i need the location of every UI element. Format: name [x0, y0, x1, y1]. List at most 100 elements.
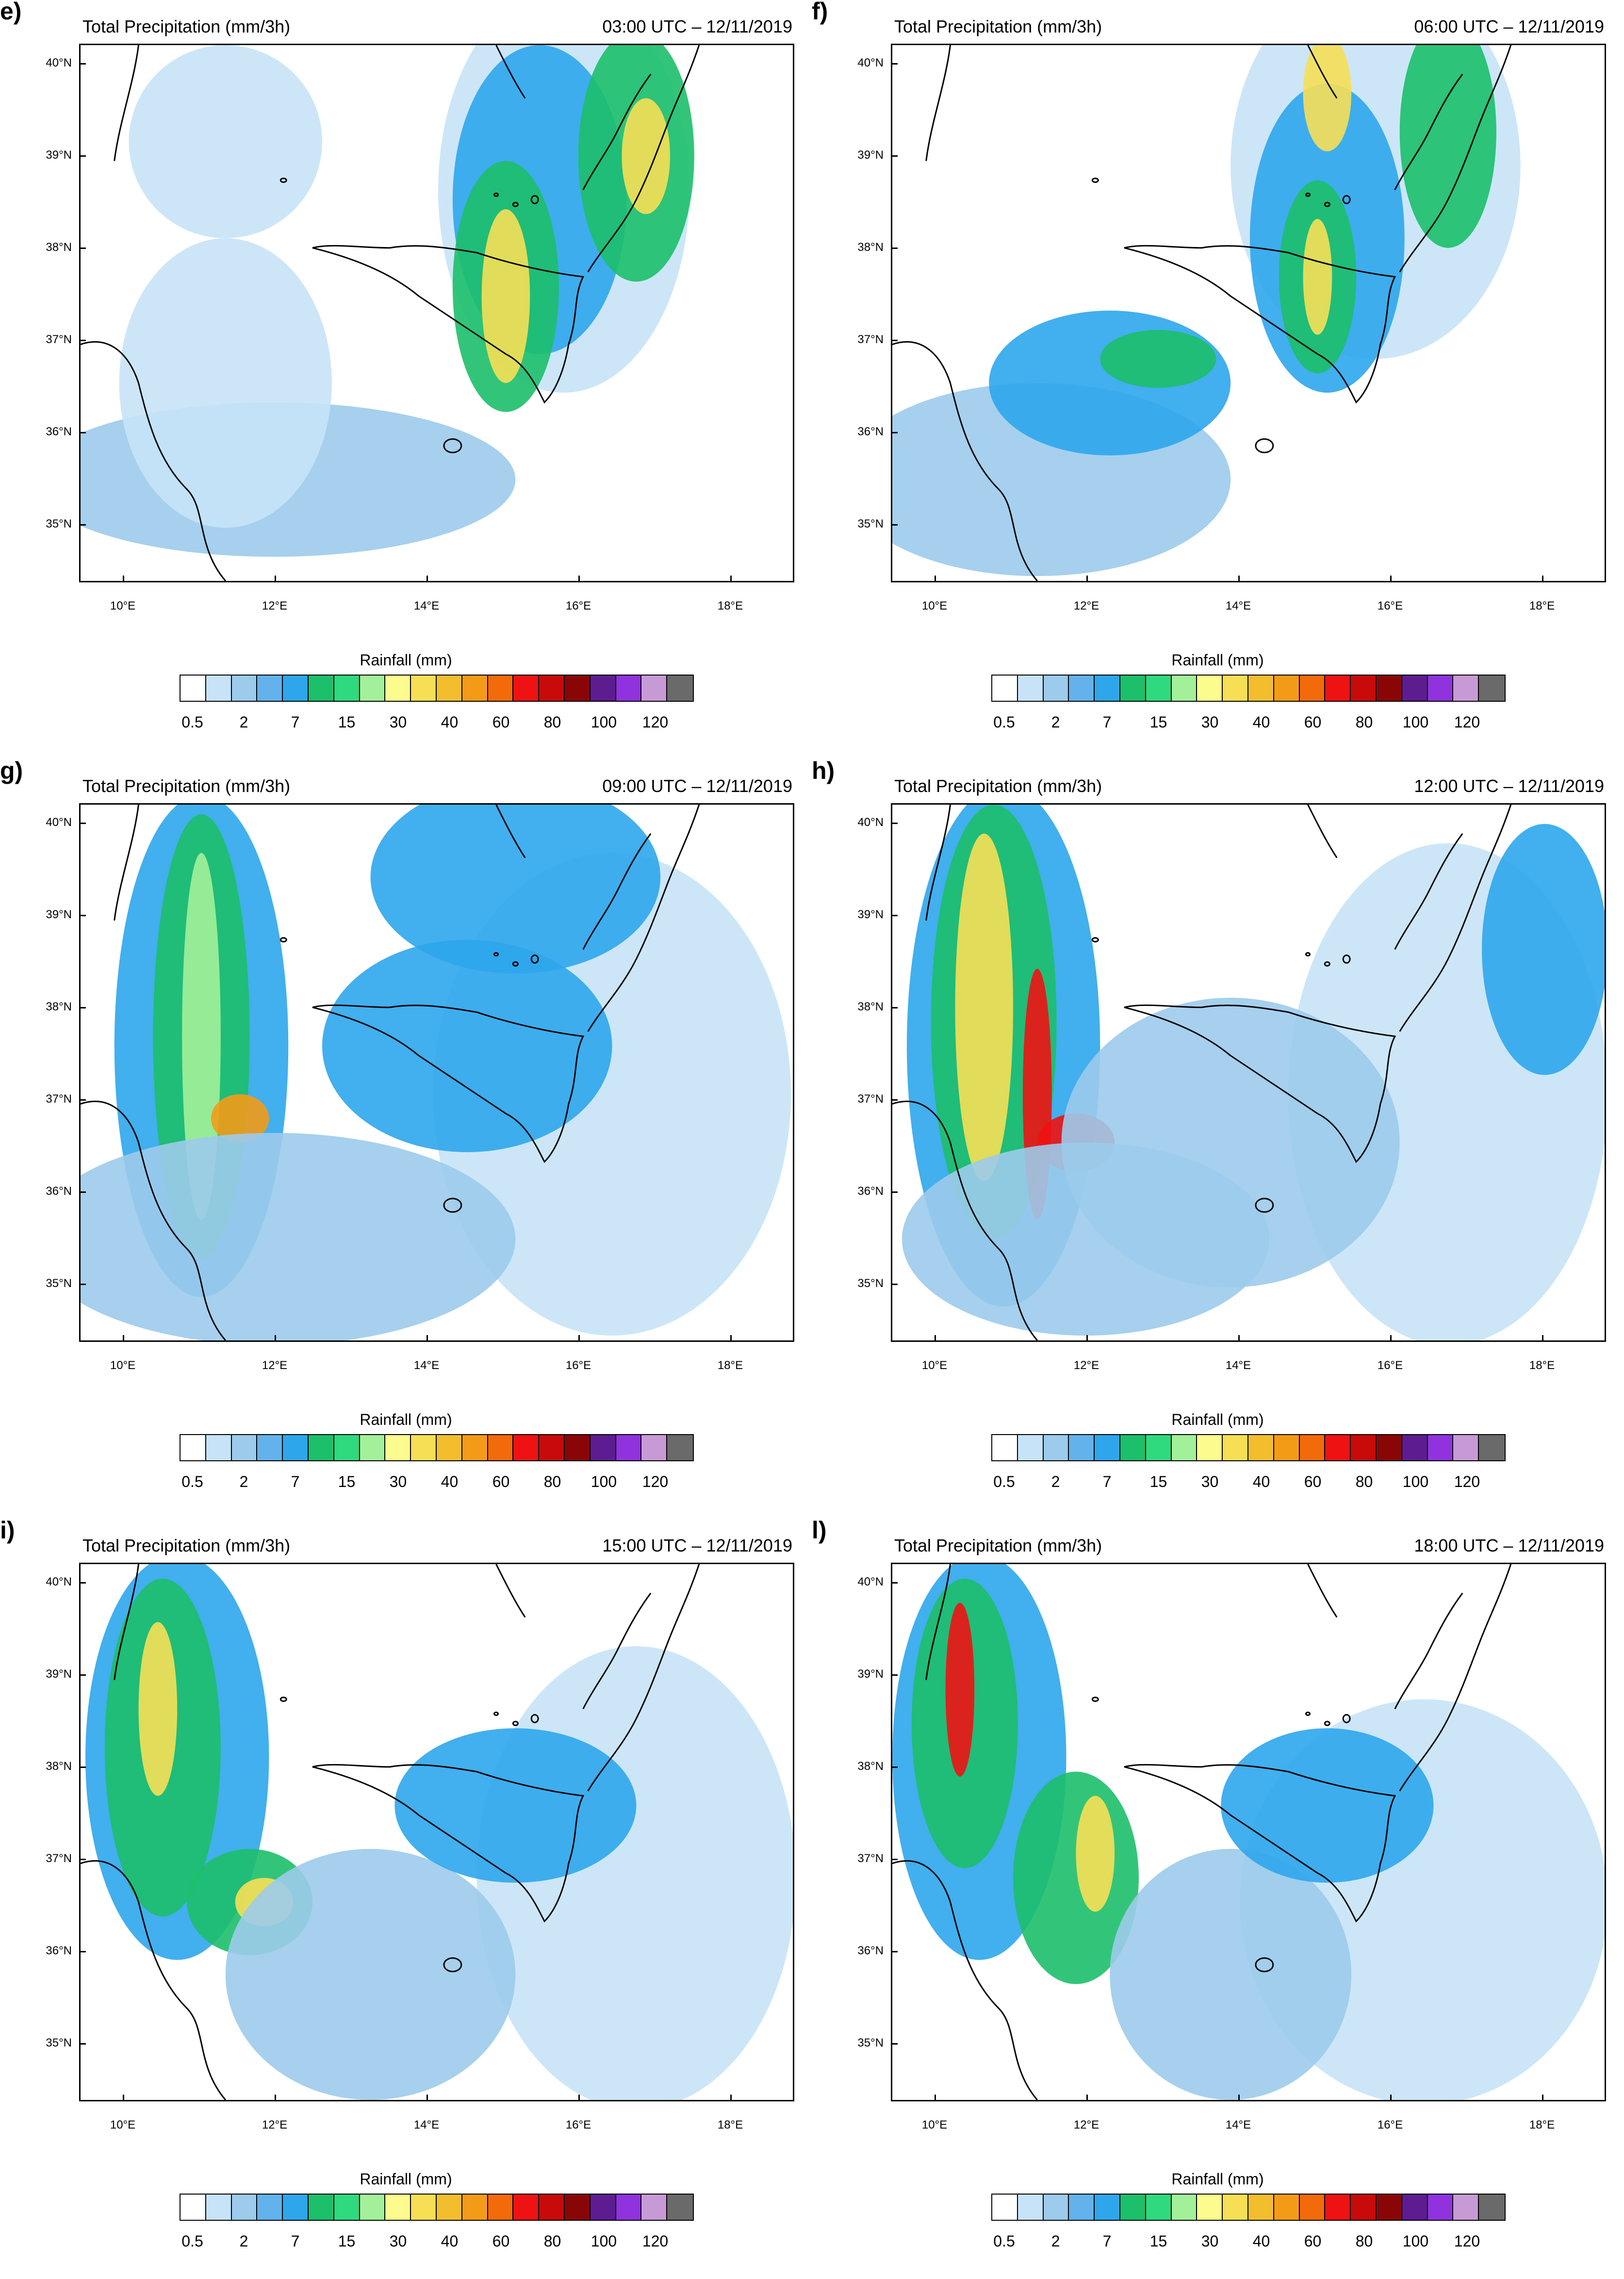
latitude-label: 39°N [46, 908, 72, 921]
panel-letter: e) [0, 0, 22, 25]
latitude-label: 36°N [46, 1944, 72, 1957]
coastline [1394, 833, 1463, 950]
island-outline [1255, 1198, 1274, 1213]
colorbar [180, 675, 694, 702]
colorbar-swatch [1017, 676, 1044, 701]
colorbar-label: 0.5 [993, 2232, 1015, 2250]
island-outline [443, 438, 462, 453]
rainfall-area [945, 1602, 975, 1777]
colorbar-swatch [231, 2195, 258, 2220]
colorbar-swatch [360, 1435, 386, 1460]
longitude-label: 14°E [1225, 599, 1251, 612]
colorbar-label: 40 [441, 713, 459, 731]
coastline [1307, 45, 1338, 99]
island-outline [1255, 1957, 1274, 1972]
longitude-label: 16°E [565, 2118, 591, 2131]
colorbar-label: 40 [441, 1473, 459, 1490]
colorbar-title: Rainfall (mm) [360, 651, 452, 669]
colorbar-swatch [1453, 676, 1479, 701]
latitude-tick [891, 63, 898, 65]
colorbar-label: 120 [1454, 1473, 1480, 1490]
colorbar-swatch [180, 676, 206, 701]
coastline [587, 1564, 700, 1792]
longitude-tick [275, 2095, 276, 2101]
precipitation-map [891, 44, 1606, 582]
precipitation-map [79, 44, 794, 582]
latitude-tick [891, 524, 898, 526]
coastline [925, 1564, 951, 1680]
colorbar-swatch [206, 676, 232, 701]
latitude-tick [79, 1582, 86, 1584]
colorbar-label: 100 [591, 2232, 617, 2250]
longitude-label: 16°E [565, 599, 591, 612]
latitude-label: 39°N [46, 1668, 72, 1681]
island-outline [1324, 201, 1330, 207]
colorbar-swatch [488, 1435, 514, 1460]
colorbar-swatch [308, 2195, 334, 2220]
coastline [925, 805, 951, 921]
colorbar-swatch [1299, 676, 1326, 701]
longitude-label: 14°E [1225, 1359, 1251, 1372]
island-outline [1091, 937, 1099, 942]
colorbar-swatch [180, 2195, 206, 2220]
rainfall-area [225, 1849, 516, 2100]
panel-letter: h) [812, 757, 835, 784]
coastline [582, 1592, 652, 1710]
coastline [114, 805, 139, 921]
latitude-tick [891, 340, 898, 341]
colorbar-swatch [385, 676, 411, 701]
island-outline [1324, 1720, 1330, 1726]
colorbar-swatch [1043, 2195, 1069, 2220]
colorbar-label: 0.5 [181, 713, 203, 731]
colorbar-swatch [1427, 1435, 1454, 1460]
colorbar-swatch [1171, 1435, 1197, 1460]
colorbar-label: 120 [642, 1473, 669, 1490]
latitude-label: 38°N [857, 1000, 884, 1013]
longitude-tick [1238, 1335, 1240, 1342]
colorbar-label: 7 [291, 713, 300, 731]
colorbar-swatch [1120, 1435, 1146, 1460]
coastline [312, 245, 585, 404]
coastline [1394, 73, 1463, 191]
colorbar-swatch [1197, 2195, 1223, 2220]
latitude-label: 40°N [857, 56, 884, 69]
colorbar-label: 15 [338, 2232, 356, 2250]
colorbar-swatch [1146, 676, 1172, 701]
colorbar-swatch [360, 2195, 386, 2220]
panel-time: 15:00 UTC – 12/11/2019 [602, 1536, 792, 1555]
latitude-tick [79, 1859, 86, 1860]
colorbar-swatch [1095, 2195, 1120, 2220]
colorbar-swatch [257, 2195, 283, 2220]
latitude-label: 37°N [46, 1092, 72, 1106]
longitude-tick [935, 1335, 936, 1342]
colorbar-label: 15 [1149, 713, 1167, 731]
colorbar-swatch [206, 1435, 232, 1460]
coastline [81, 1101, 226, 1340]
colorbar-swatch [1479, 676, 1505, 701]
longitude-tick [1238, 2095, 1240, 2101]
rainfall-area [182, 853, 221, 1220]
colorbar-title: Rainfall (mm) [1171, 1411, 1264, 1428]
colorbar-label: 15 [1149, 2232, 1167, 2250]
colorbar-label: 0.5 [993, 1473, 1015, 1490]
colorbar-swatch [1299, 2195, 1326, 2220]
colorbar-label: 80 [1355, 713, 1373, 731]
colorbar-label: 0.5 [181, 1473, 203, 1490]
panel-letter: l) [812, 1517, 827, 1544]
colorbar-swatch [1453, 1435, 1479, 1460]
colorbar [991, 675, 1506, 702]
colorbar-label: 100 [1402, 713, 1429, 731]
longitude-tick [1086, 576, 1088, 582]
rainfall-area [955, 833, 1013, 1181]
longitude-tick [427, 1335, 428, 1342]
colorbar-swatch [1171, 2195, 1197, 2220]
rainfall-area [1303, 45, 1352, 151]
latitude-tick [79, 1284, 86, 1285]
longitude-label: 18°E [1529, 599, 1555, 612]
longitude-label: 12°E [262, 1359, 288, 1372]
colorbar-swatch [231, 676, 258, 701]
latitude-label: 39°N [857, 908, 884, 921]
longitude-label: 14°E [413, 1359, 440, 1372]
colorbar-swatch [616, 676, 642, 701]
